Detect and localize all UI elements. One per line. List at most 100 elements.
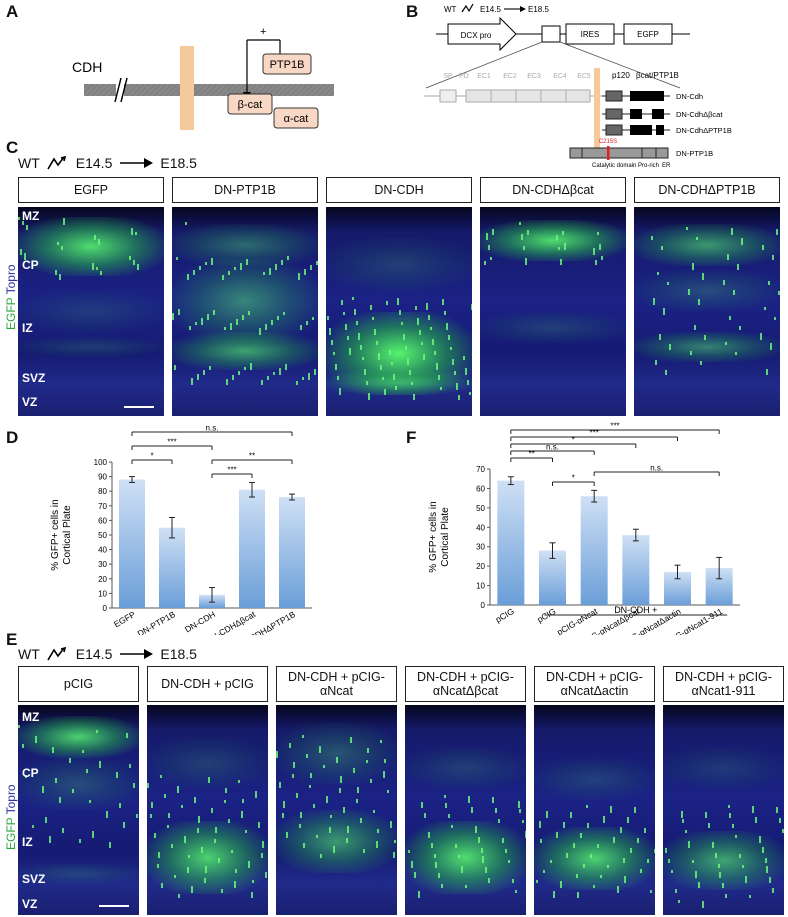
egfp-cell — [109, 842, 111, 848]
egfp-cell — [248, 311, 250, 315]
egfp-cell — [310, 265, 312, 270]
egfp-cell — [86, 769, 88, 773]
micrograph-image — [18, 207, 164, 416]
category-label: DN-PTP1B — [136, 609, 178, 635]
egfp-cell — [197, 374, 199, 380]
category-label: EGFP — [112, 609, 137, 629]
egfp-cell — [471, 807, 473, 813]
egfp-cell — [601, 256, 603, 260]
egfp-cell — [766, 866, 768, 873]
egfp-cell — [18, 217, 20, 220]
construct-1: DN-Cdh — [602, 90, 703, 102]
egfp-cell — [732, 824, 734, 828]
egfp-cell — [411, 861, 413, 868]
egfp-cell — [204, 878, 206, 883]
egfp-cell — [20, 249, 22, 255]
egfp-cell — [444, 311, 446, 315]
ptp-domain-2: Pro-rich — [638, 163, 659, 169]
egfp-cell — [540, 839, 542, 843]
egfp-cell — [739, 854, 741, 858]
egfp-cell — [705, 812, 707, 818]
y-tick-label: 100 — [94, 458, 108, 467]
egfp-cell — [779, 818, 781, 823]
egfp-cell — [347, 826, 349, 833]
egfp-cell — [725, 342, 727, 345]
egfp-cell — [312, 317, 314, 320]
egfp-signal — [18, 290, 164, 333]
egfp-cell — [772, 888, 774, 893]
egfp-cell — [82, 750, 84, 753]
egfp-cell — [590, 854, 592, 858]
egfp-signal — [172, 332, 318, 370]
egfp-cell — [258, 822, 260, 828]
mutation-marker — [607, 146, 610, 160]
egfp-cell — [329, 328, 331, 335]
topro-stain-label: Topro — [4, 784, 18, 815]
egfp-cell — [760, 333, 762, 340]
arrow-icon — [120, 649, 154, 659]
egfp-cell — [133, 783, 135, 788]
egfp-cell — [688, 289, 690, 295]
egfp-cell — [296, 381, 298, 385]
egfp-cell — [185, 222, 187, 225]
egfp-cell — [391, 362, 393, 365]
egfp-cell — [286, 832, 288, 838]
b-wt: WT — [444, 5, 457, 14]
egfp-cell — [316, 835, 318, 838]
egfp-cell — [222, 275, 224, 280]
egfp-cell — [782, 829, 784, 833]
layer-label: IZ — [22, 321, 33, 335]
egfp-cell — [640, 869, 642, 873]
egfp-cell — [308, 373, 310, 380]
egfp-cell — [32, 825, 34, 828]
egfp-cell — [329, 827, 331, 833]
egfp-cell — [106, 811, 108, 818]
egfp-cell — [469, 392, 471, 395]
egfp-cell — [712, 842, 714, 848]
egfp-cell — [521, 234, 523, 240]
egfp-cell — [663, 308, 665, 315]
egfp-cell — [168, 813, 170, 818]
egfp-cell — [764, 307, 766, 310]
insert-box — [541, 25, 561, 43]
egfp-cell — [694, 325, 696, 330]
egfp-cell — [383, 771, 385, 778]
egfp-cell — [327, 316, 329, 320]
egfp-cell — [671, 870, 673, 873]
egfp-cell — [523, 246, 525, 250]
domain-label: EC4 — [553, 73, 567, 80]
y-tick-label: 30 — [98, 560, 107, 569]
egfp-cell — [727, 254, 729, 260]
cdh-label: CDH — [72, 59, 102, 75]
cdh-molecule-bar — [84, 84, 334, 96]
egfp-cell — [634, 807, 636, 813]
egfp-cell — [382, 377, 384, 380]
egfp-cell — [350, 737, 352, 743]
egfp-cell — [302, 377, 304, 380]
egfp-cell — [302, 735, 304, 738]
timeline-end: E18.5 — [160, 155, 197, 171]
egfp-cell — [718, 864, 720, 868]
electroporation-icon — [47, 155, 66, 170]
egfp-cell — [184, 836, 186, 843]
y-tick-label: 70 — [98, 502, 107, 511]
egfp-cell — [187, 867, 189, 873]
egfp-cell — [160, 775, 162, 778]
egfp-cell — [623, 858, 625, 863]
egfp-cell — [129, 764, 131, 768]
egfp-cell — [45, 817, 47, 823]
egfp-cell — [59, 797, 61, 803]
egfp-signal — [634, 223, 780, 266]
egfp-cell — [211, 808, 213, 813]
egfp-cell — [490, 257, 492, 260]
egfp-cell — [488, 245, 490, 250]
egfp-cell — [282, 813, 284, 818]
egfp-cell — [252, 880, 254, 883]
egfp-cell — [414, 872, 416, 878]
layer-label: CP — [22, 766, 39, 780]
egfp-cell — [271, 320, 273, 325]
egfp-cell — [409, 370, 411, 375]
panel-letter-d: D — [6, 428, 19, 447]
egfp-cell — [35, 736, 37, 743]
egfp-cell — [421, 802, 423, 808]
